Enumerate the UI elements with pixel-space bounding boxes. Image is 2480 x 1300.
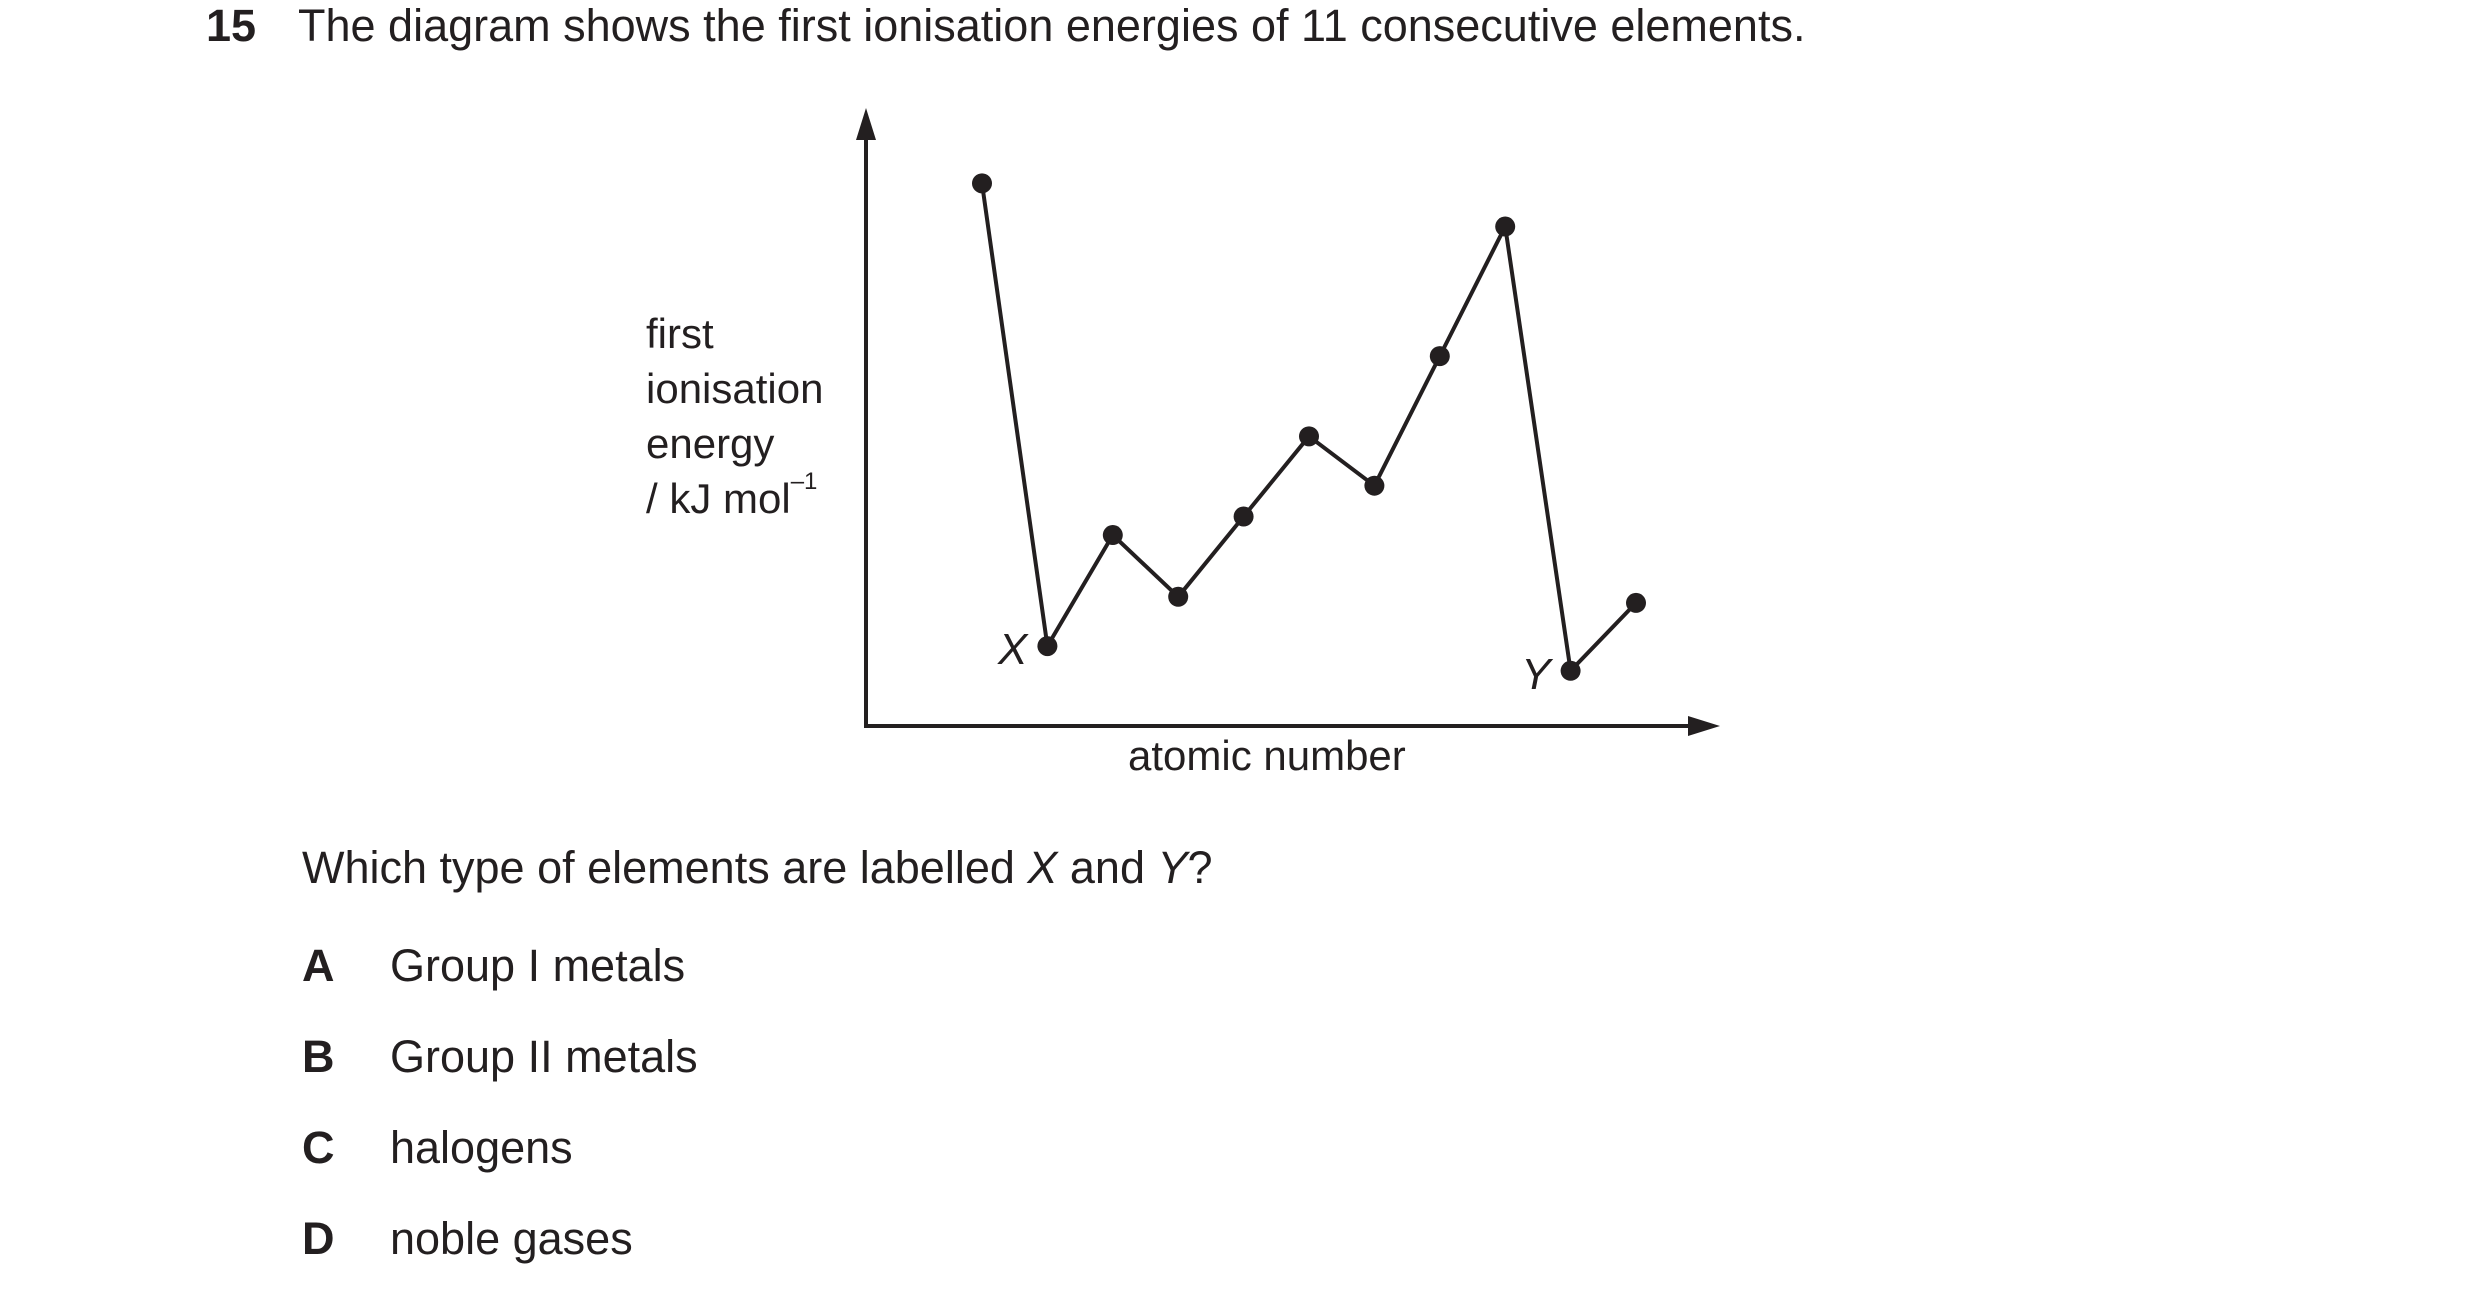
question-prompt: Which type of elements are labelled X an… [302, 842, 1213, 894]
data-point [1037, 636, 1058, 657]
point-label-x: X [997, 625, 1029, 674]
option-letter: A [302, 940, 335, 991]
y-axis-label: first ionisation energy / kJ mol–1 [646, 306, 823, 526]
option-a[interactable]: A Group I metals [302, 940, 685, 992]
data-point [1626, 592, 1646, 613]
question-number: 15 [206, 0, 257, 51]
data-point [1560, 660, 1581, 681]
option-letter: C [302, 1122, 335, 1173]
point-label-y: Y [1521, 650, 1553, 699]
x-axis-arrowhead [1688, 716, 1720, 736]
y-axis-label-line: first [646, 310, 714, 357]
data-point [1233, 506, 1254, 527]
prompt-and: and [1057, 842, 1158, 893]
y-axis-unit-superscript: –1 [790, 468, 818, 495]
option-text: Group II metals [390, 1031, 698, 1082]
option-letter: D [302, 1213, 335, 1264]
option-text: halogens [390, 1122, 573, 1173]
option-letter: B [302, 1031, 335, 1082]
option-text: Group I metals [390, 940, 686, 991]
option-b[interactable]: B Group II metals [302, 1031, 698, 1083]
y-axis-unit-text: / kJ mol [646, 475, 791, 522]
y-axis-label-line: energy [646, 420, 775, 467]
data-point [1168, 586, 1189, 607]
point-labels: XY [997, 625, 1553, 699]
y-axis-arrowhead [856, 108, 876, 140]
data-point [972, 173, 992, 194]
y-axis-label-line: ionisation [646, 365, 824, 412]
x-axis-label: atomic number [1128, 732, 1406, 779]
ionisation-energy-chart: XY [856, 108, 1720, 736]
y-axis-unit: / kJ mol–1 [646, 468, 823, 526]
data-point [1102, 525, 1123, 546]
data-point [1495, 216, 1516, 237]
prompt-text: Which type of elements are labelled [302, 842, 1028, 893]
data-point [1364, 475, 1385, 496]
option-text: noble gases [390, 1213, 633, 1264]
data-point [1299, 426, 1319, 447]
data-point [1429, 346, 1450, 367]
prompt-y-label: Y [1157, 842, 1188, 893]
prompt-end: ? [1187, 842, 1213, 893]
prompt-x-label: X [1027, 842, 1058, 893]
question-text: The diagram shows the first ionisation e… [298, 0, 1806, 51]
data-points [972, 173, 1646, 681]
